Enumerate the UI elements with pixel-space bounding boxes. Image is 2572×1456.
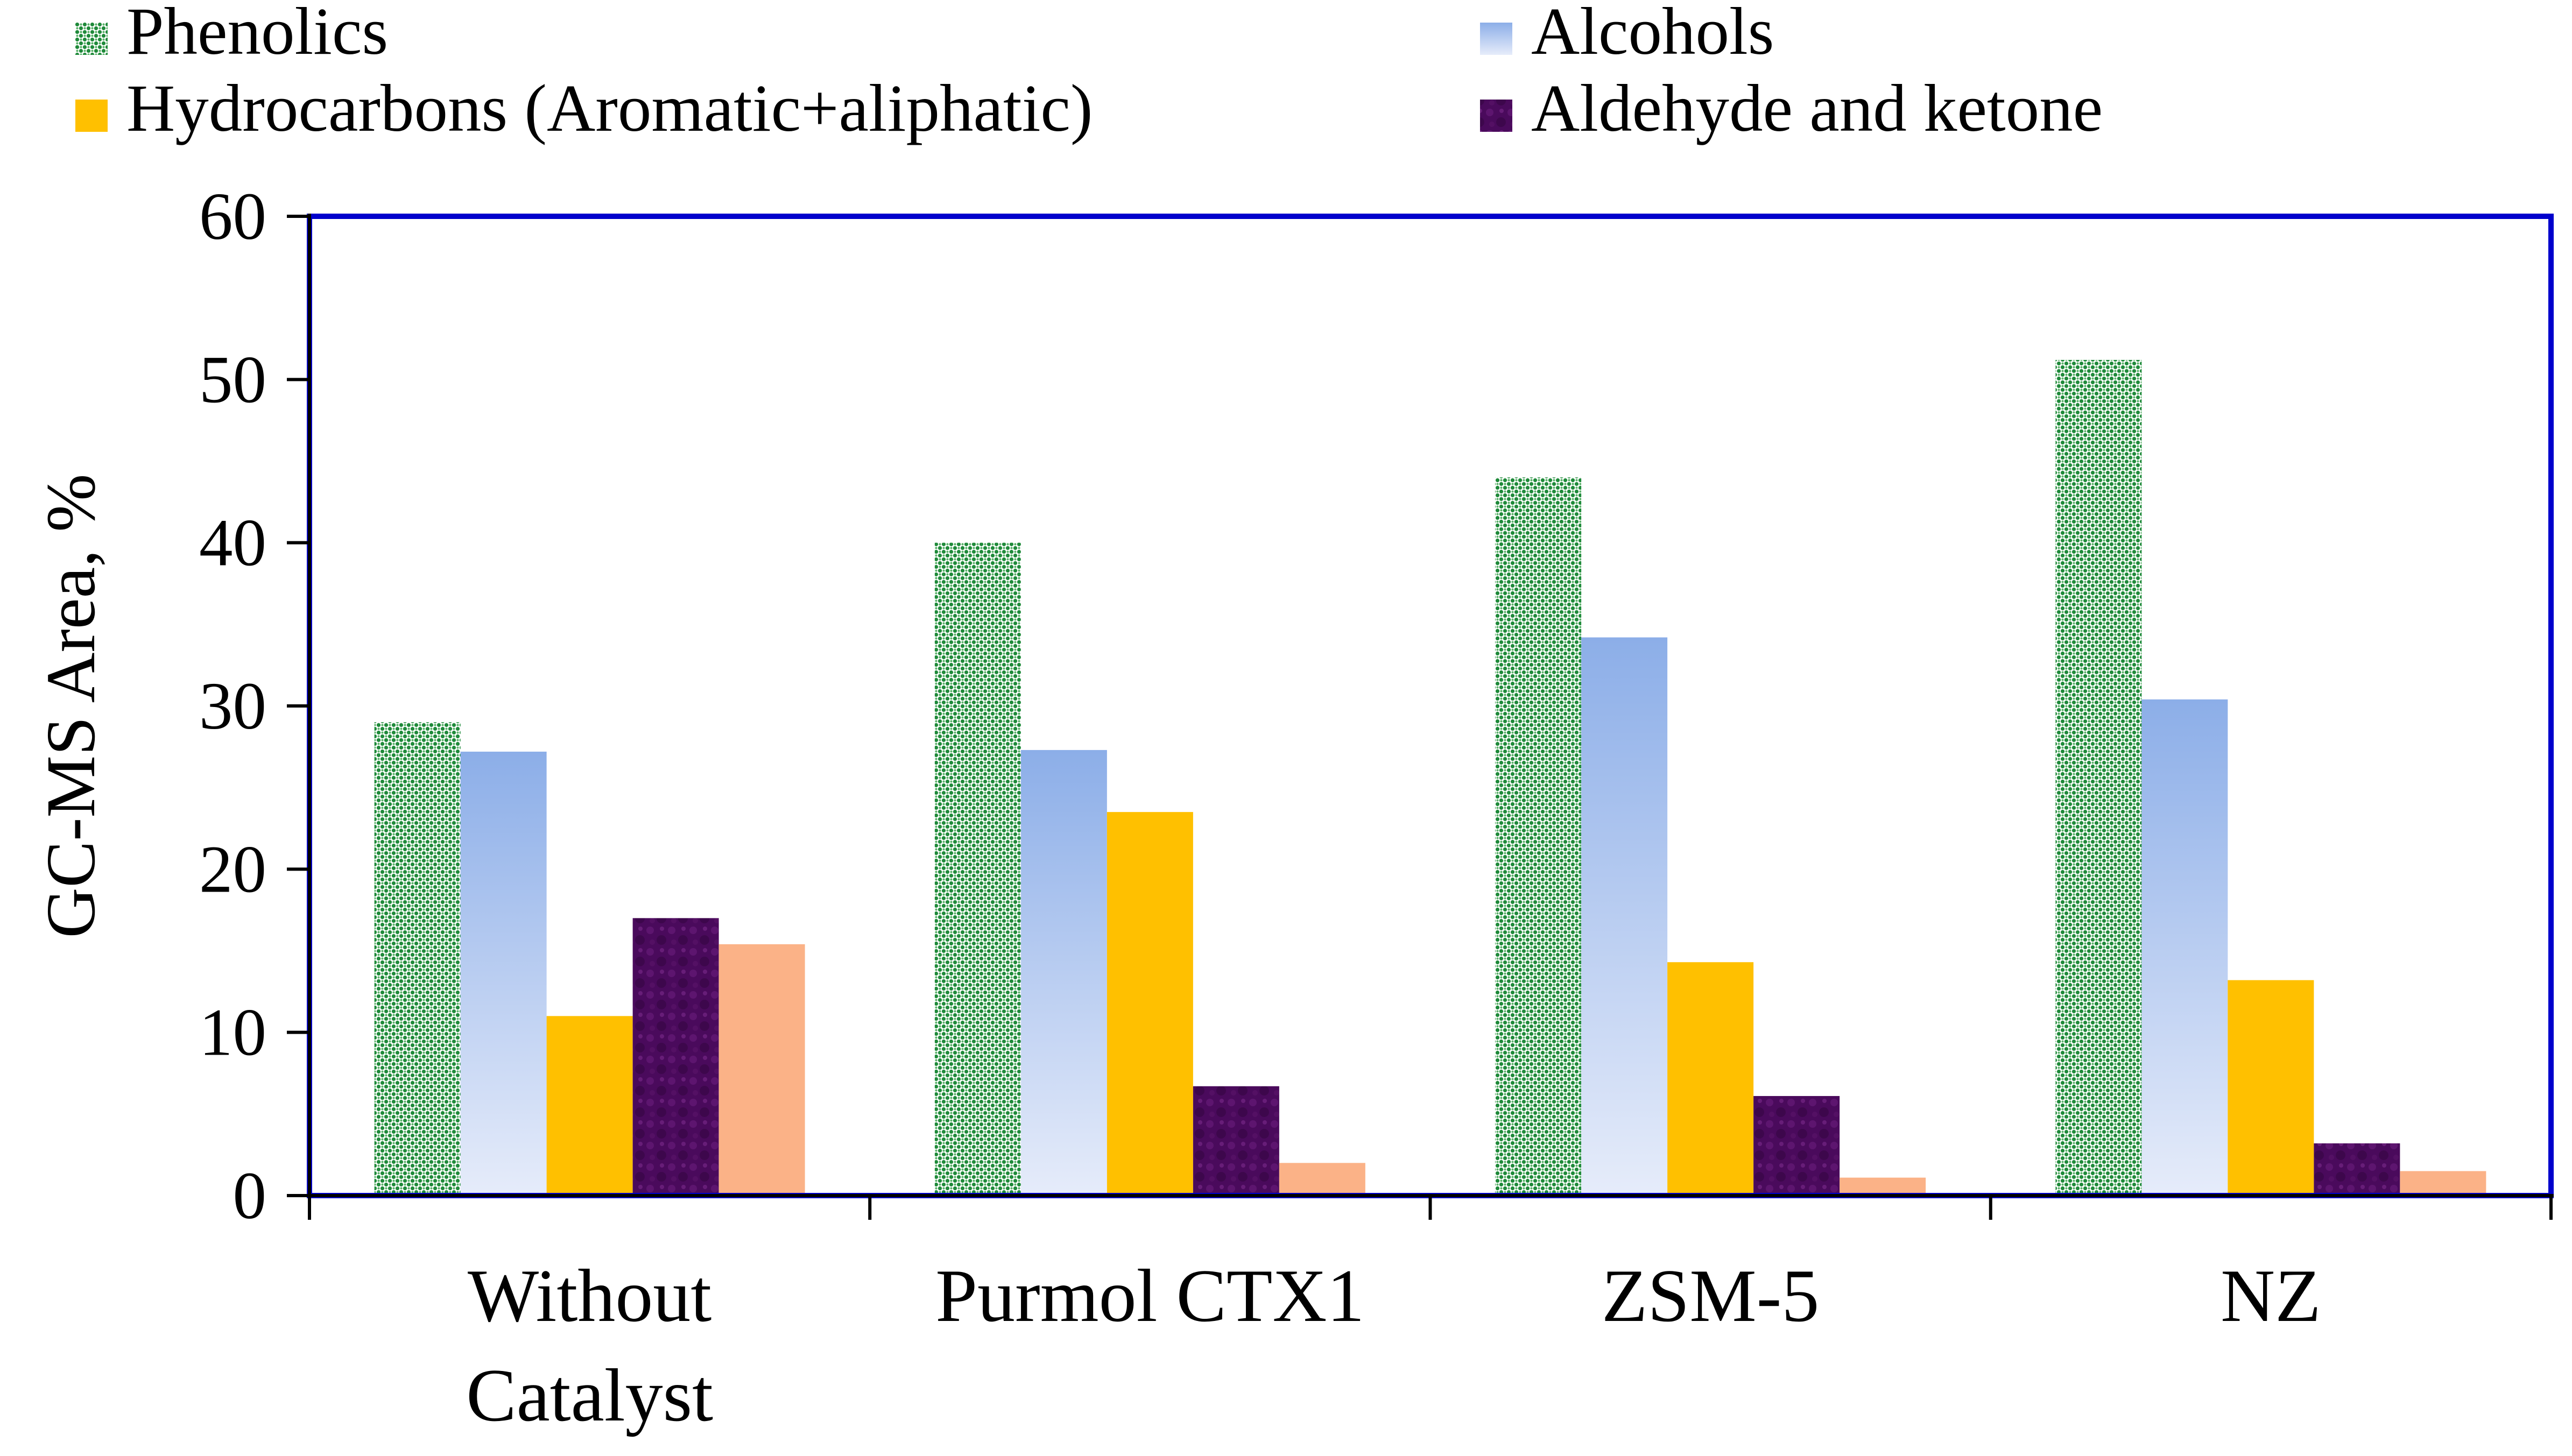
category-label: Without [468, 1254, 711, 1338]
y-tick-label: 40 [199, 506, 266, 581]
bar-series-5 [718, 944, 805, 1196]
legend-label: Phenolics [126, 0, 388, 69]
bar-alcohols [1020, 750, 1107, 1196]
category-label: Catalyst [466, 1354, 713, 1437]
legend-swatch [75, 23, 108, 55]
bar-aldehyde-and-ketone [632, 918, 719, 1196]
y-tick-label: 50 [199, 343, 266, 417]
y-tick-label: 60 [199, 180, 266, 254]
legend-label: Alcohols [1531, 0, 1774, 69]
y-tick-label: 0 [233, 1159, 267, 1233]
bar-aldehyde-and-ketone [1753, 1095, 1840, 1196]
bar-hydrocarbons-aromatic-aliphatic [2228, 980, 2314, 1196]
bar-alcohols [1581, 637, 1668, 1196]
y-tick-label: 30 [199, 669, 266, 744]
legend-swatch [75, 100, 108, 132]
bar-series-5 [1840, 1177, 1926, 1196]
legend-label: Aldehyde and ketone [1531, 72, 2103, 146]
legend-label: Hydrocarbons (Aromatic+aliphatic) [126, 72, 1093, 146]
bar-hydrocarbons-aromatic-aliphatic [1667, 962, 1754, 1196]
bar-aldehyde-and-ketone [2314, 1143, 2400, 1196]
bar-series-5 [2400, 1171, 2486, 1196]
y-tick-label: 10 [199, 996, 266, 1070]
category-label: Purmol CTX1 [935, 1254, 1364, 1338]
bar-aldehyde-and-ketone [1193, 1086, 1279, 1196]
legend-swatch [1480, 100, 1512, 132]
axes-layer: 0 10 20 30 40 50 60 GC-MS Area, % Without Catalys… [32, 180, 2554, 1437]
bars-layer [374, 359, 2486, 1196]
bar-hydrocarbons-aromatic-aliphatic [1107, 812, 1193, 1196]
y-tick-label: 20 [199, 832, 266, 907]
y-axis-title: GC-MS Area, % [32, 474, 110, 938]
category-label: NZ [2221, 1254, 2321, 1338]
category-label: ZSM-5 [1602, 1254, 1819, 1338]
legend-swatch [1480, 23, 1512, 55]
bar-phenolics [2055, 359, 2142, 1196]
bar-series-5 [1279, 1163, 1365, 1196]
bar-phenolics [1495, 477, 1582, 1196]
bar-phenolics [934, 542, 1021, 1196]
bar-phenolics [374, 722, 461, 1196]
bar-alcohols [460, 751, 547, 1196]
legend: Phenolics Alcohols Hydrocarbons (Aromatic+… [75, 0, 2103, 146]
bar-alcohols [2141, 699, 2228, 1196]
bar-hydrocarbons-aromatic-aliphatic [546, 1016, 633, 1196]
